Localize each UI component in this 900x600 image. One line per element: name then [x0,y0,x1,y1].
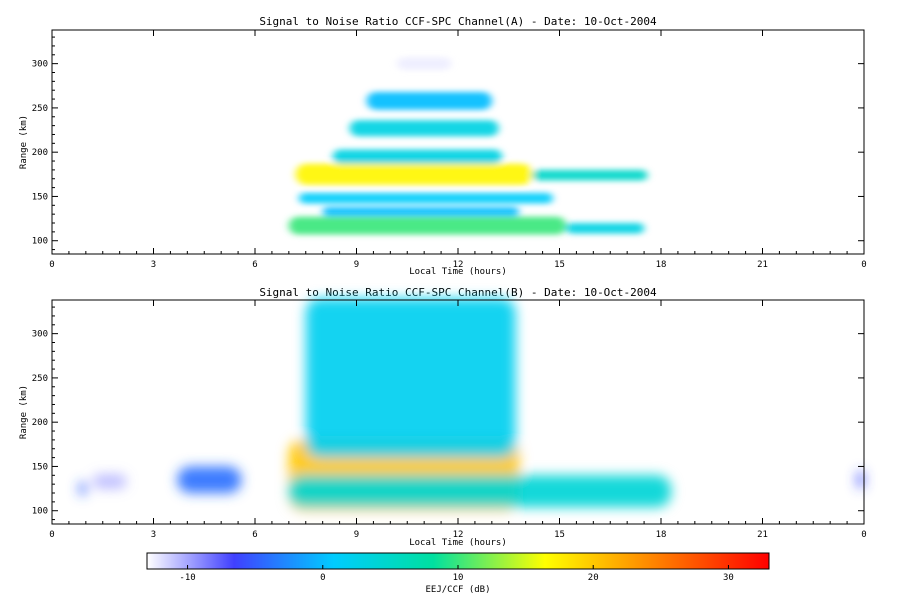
panel-b-x-axis-label: Local Time (hours) [409,538,507,548]
panel-a-snr-region [295,163,533,185]
panel-b-x-tick-label: 3 [151,530,156,540]
colorbar-tick-label: 10 [453,573,464,583]
panel-a-heatmap [288,57,648,235]
panel-a-x-tick-label: 18 [656,260,667,270]
colorbar-tick-label: 30 [723,573,734,583]
panel-a-x-tick-label: 0 [49,260,54,270]
panel-b-x-tick-label: 18 [656,530,667,540]
panel-a-snr-region [349,120,499,137]
panel-b-x-ticks: 0 3 6 9 12 15 18 21 0 [49,300,867,540]
panel-b-snr-region [92,474,127,489]
panel-b: Signal to Noise Ratio CCF-SPC Channel(B)… [19,286,867,548]
panel-a-snr-region [288,216,567,235]
panel-a-y-tick-label: 100 [32,237,48,247]
colorbar-tick-label: 20 [588,573,599,583]
panel-a-snr-region [332,149,502,164]
panel-b-x-tick-label: 9 [354,530,359,540]
panel-b-y-tick-label: 200 [32,418,48,428]
panel-a-y-tick-label: 250 [32,104,48,114]
panel-b-y-axis-label: Range (km) [19,385,29,439]
panel-b-snr-region [857,470,864,489]
panel-a: Signal to Noise Ratio CCF-SPC Channel(A)… [19,15,867,277]
panel-a-y-axis-label: Range (km) [19,115,29,169]
panel-a-x-tick-label: 9 [354,260,359,270]
panel-a-snr-region [322,207,519,216]
panel-a-x-tick-label: 6 [252,260,257,270]
panel-b-y-tick-label: 250 [32,374,48,384]
panel-b-snr-region [305,298,516,458]
panel-b-y-tick-label: 150 [32,462,48,472]
panel-b-x-tick-label: 12 [453,530,464,540]
panel-a-title: Signal to Noise Ratio CCF-SPC Channel(A)… [259,15,657,28]
panel-b-snr-region [177,466,242,494]
panel-a-snr-region [532,169,648,181]
panel-b-snr-region [79,481,86,496]
panel-a-x-ticks: 0 3 6 9 12 15 18 21 0 [49,30,867,270]
panel-a-y-ticks: 100 150 200 250 300 [32,36,864,251]
panel-a-y-tick-label: 150 [32,192,48,202]
panel-b-x-tick-label: 21 [757,530,768,540]
colorbar-ticks: -10 0 10 20 30 [179,565,734,583]
panel-b-y-tick-label: 300 [32,330,48,340]
panel-a-x-axis-label: Local Time (hours) [409,267,507,277]
panel-a-y-tick-label: 300 [32,60,48,70]
panel-a-snr-region [299,192,553,204]
panel-a-snr-region [397,57,452,70]
panel-a-x-tick-label: 0 [861,260,866,270]
panel-b-x-tick-label: 6 [252,530,257,540]
colorbar-label: EEJ/CCF (dB) [425,585,490,595]
panel-a-x-tick-label: 3 [151,260,156,270]
panel-a-x-tick-label: 15 [554,260,565,270]
panel-a-x-tick-label: 21 [757,260,768,270]
panel-b-y-tick-label: 100 [32,507,48,517]
colorbar-tick-label: -10 [179,573,195,583]
panel-b-x-tick-label: 0 [861,530,866,540]
panel-a-snr-region [366,92,492,110]
panel-b-heatmap [79,298,864,511]
panel-b-title: Signal to Noise Ratio CCF-SPC Channel(B)… [259,286,657,299]
colorbar: -10 0 10 20 30 EEJ/CCF (dB) [146,552,770,595]
panel-b-y-ticks: 100 150 200 250 300 [32,306,864,521]
panel-a-snr-region [566,223,645,234]
panel-a-x-tick-label: 12 [453,260,464,270]
panel-b-x-tick-label: 0 [49,530,54,540]
panel-b-snr-region [288,475,672,508]
colorbar-tick-label: 0 [320,573,325,583]
panel-a-y-tick-label: 200 [32,148,48,158]
panel-b-x-tick-label: 15 [554,530,565,540]
